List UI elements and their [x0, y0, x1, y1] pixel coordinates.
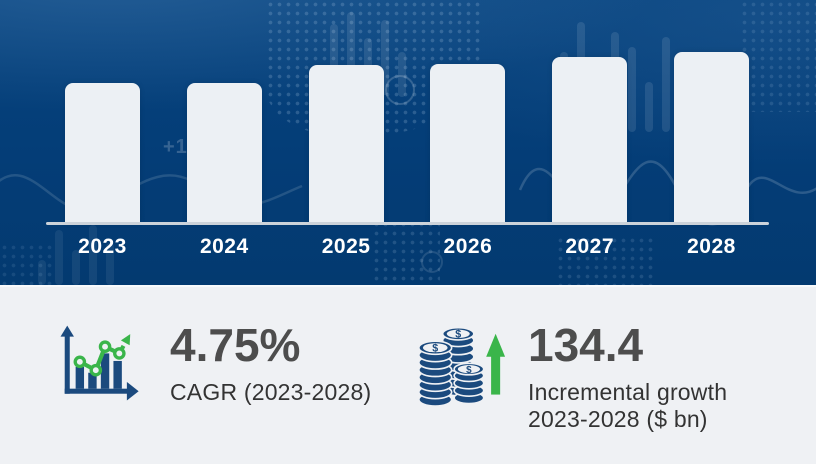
- bar-column-2024: 2024: [186, 0, 262, 285]
- cagr-value: 4.75%: [170, 319, 301, 371]
- svg-text:$: $: [455, 328, 461, 340]
- bar-2028: [673, 52, 749, 223]
- incremental-value: 134.4: [528, 319, 644, 371]
- bar-2024: [186, 83, 262, 223]
- incremental-label-line2: 2023-2028 ($ bn): [528, 406, 708, 433]
- market-chart-section: +1 2023 2024 2025 2026 2027 2028: [0, 0, 816, 285]
- incremental-growth-stat: $ $ $: [418, 321, 727, 434]
- coin-stack-arrow-icon: $ $ $: [418, 326, 506, 407]
- cagr-label: CAGR (2023-2028): [170, 379, 372, 406]
- incremental-label: Incremental growth 2023-2028 ($ bn): [528, 379, 727, 433]
- bar-chart: 2023 2024 2025 2026 2027 2028: [65, 0, 749, 285]
- bar-column-2028: 2028: [673, 0, 749, 285]
- dot-pattern: [740, 0, 816, 112]
- year-label-2027: 2027: [565, 235, 615, 258]
- bar-column-2026: 2026: [430, 0, 506, 285]
- svg-text:$: $: [432, 342, 438, 354]
- year-label-2026: 2026: [443, 235, 493, 258]
- bar-column-2025: 2025: [308, 0, 384, 285]
- year-label-2025: 2025: [321, 235, 371, 258]
- incremental-text: 134.4 Incremental growth 2023-2028 ($ bn…: [528, 321, 727, 434]
- cagr-stat: 4.75% CAGR (2023-2028): [56, 321, 418, 408]
- year-label-2024: 2024: [199, 235, 249, 258]
- bar-column-2027: 2027: [552, 0, 628, 285]
- bar-column-2023: 2023: [65, 0, 140, 285]
- bar-2023: [65, 83, 140, 223]
- cagr-text: 4.75% CAGR (2023-2028): [170, 321, 371, 406]
- x-axis-line: [46, 222, 769, 225]
- dot-pattern: [0, 243, 52, 285]
- year-label-2028: 2028: [687, 235, 736, 258]
- year-label-2023: 2023: [78, 235, 127, 258]
- growth-chart-icon: [60, 325, 139, 401]
- bar-2027: [552, 57, 628, 223]
- incremental-label-line1: Incremental growth: [528, 379, 728, 406]
- bar-2026: [430, 64, 506, 223]
- svg-text:$: $: [466, 365, 472, 376]
- bar-2025: [308, 65, 384, 223]
- stats-section: 4.75% CAGR (2023-2028) $: [0, 285, 816, 464]
